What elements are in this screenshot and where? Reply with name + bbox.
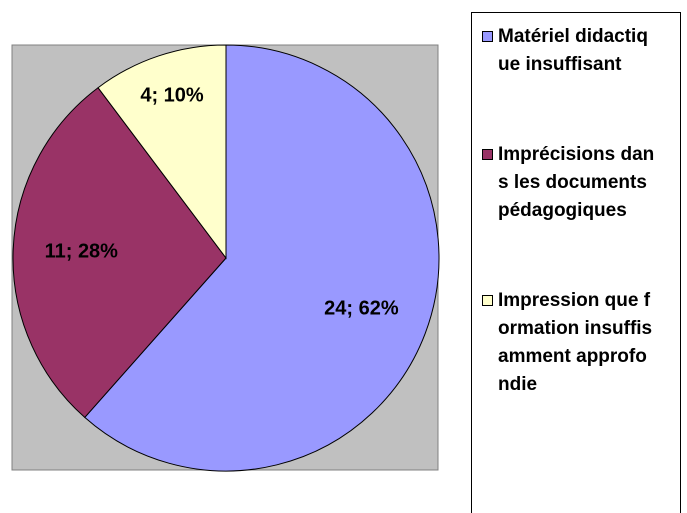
data-label: 4; 10% <box>140 85 204 107</box>
legend-label: Matériel didactique insuffisant <box>498 26 648 75</box>
pie-slice <box>97 44 227 260</box>
pie-slice <box>84 44 440 472</box>
legend-label: Imprécisions dans les documents pédagogi… <box>498 144 655 221</box>
legend-swatch <box>482 31 493 42</box>
legend-swatch <box>482 149 493 160</box>
legend-item: Impression que formation insuffisamment … <box>482 287 658 399</box>
legend-swatch <box>482 295 493 306</box>
data-label: 11; 28% <box>45 240 119 262</box>
legend-item: Matériel didactique insuffisant <box>482 23 658 79</box>
pie-slice <box>12 87 227 419</box>
legend-item: Imprécisions dans les documents pédagogi… <box>482 141 658 225</box>
legend-label: Impression que formation insuffisamment … <box>498 290 653 395</box>
legend: Matériel didactique insuffisant Imprécisi… <box>471 12 681 513</box>
data-label: 24; 62% <box>324 298 399 320</box>
